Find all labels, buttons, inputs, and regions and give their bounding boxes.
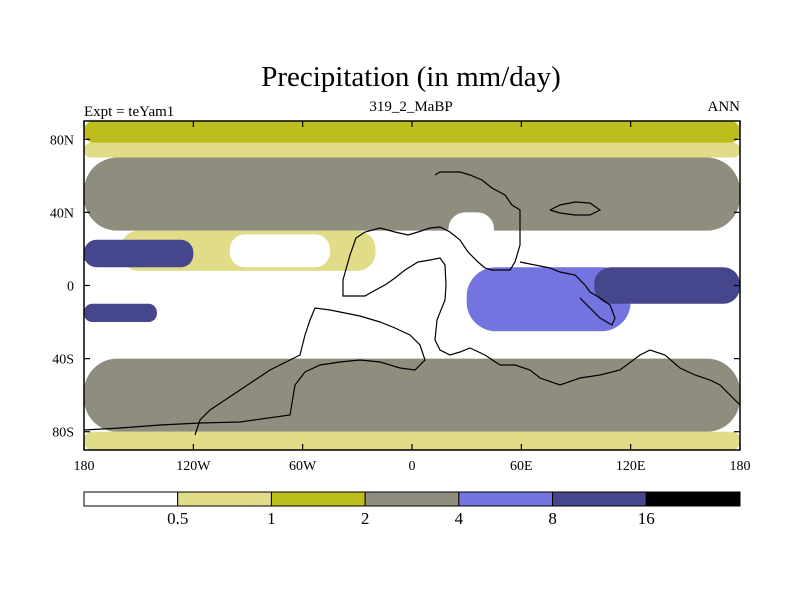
colorbar-swatch [270,491,366,507]
coastline-south-continent [84,307,426,436]
region-southern-desert [229,322,340,359]
x-tick-label: 120E [616,459,646,474]
colorbar-label: 16 [638,509,655,528]
colorbar-label: 4 [455,509,464,528]
subtitle-left: Expt = teYam1 [84,104,174,120]
y-tick-label: 0 [67,280,74,295]
subtitle-right: ANN [708,99,741,115]
colorbar-label: 0.5 [167,509,188,528]
x-tick-label: 0 [409,459,416,474]
region-north-subtropic-desert [229,234,330,268]
colorbar-swatch [458,491,554,507]
region-east-dark-band [594,267,740,304]
x-tick-label: 120W [176,459,211,474]
x-tick-label: 180 [74,459,95,474]
region-east-wet-belt [466,267,631,332]
colorbar-swatch [83,491,179,507]
subtitle-center: 319_2_MaBP [369,99,452,115]
y-tick-label: 40S [52,353,74,368]
region-laurasia-desert [448,212,494,249]
colorbar-swatch [177,491,272,507]
chart-title: Precipitation (in mm/day) [261,61,561,93]
region-equatorial-desert-west [84,280,157,291]
x-tick-label: 60W [289,459,317,474]
colorbar: 0.5 1 2 4 8 16 [83,491,741,528]
region-south-subpolar-light [84,431,740,450]
region-north-subpolar-light [84,142,740,158]
y-tick-label: 80N [50,133,74,148]
colorbar-label: 8 [548,509,557,528]
colorbar-swatch [364,491,460,507]
coastline-equatorial-strip [519,261,616,326]
region-south-itcz-dark [84,303,157,323]
precipitation-field [84,121,740,450]
continent-outlines [84,171,740,436]
x-tick-label: 180 [730,459,751,474]
colorbar-label: 1 [267,509,276,528]
region-pacific-itcz-dark [84,248,139,264]
region-south-midlat-gray [84,358,740,432]
y-tick-label: 40N [50,206,74,221]
region-north-midlat-gray [84,157,740,231]
x-tick-label: 60E [510,459,533,474]
coastline-north-continent [342,171,740,406]
axes: 180 120W 60W 0 60E 120E 180 80N 40N 0 40S 80S [50,121,751,474]
coastline-eastern-islands [549,201,602,216]
region-north-polar-band [84,121,740,143]
y-tick-label: 80S [52,426,74,441]
colorbar-swatch [552,491,647,507]
colorbar-label: 2 [361,509,370,528]
colorbar-swatch [645,491,741,507]
